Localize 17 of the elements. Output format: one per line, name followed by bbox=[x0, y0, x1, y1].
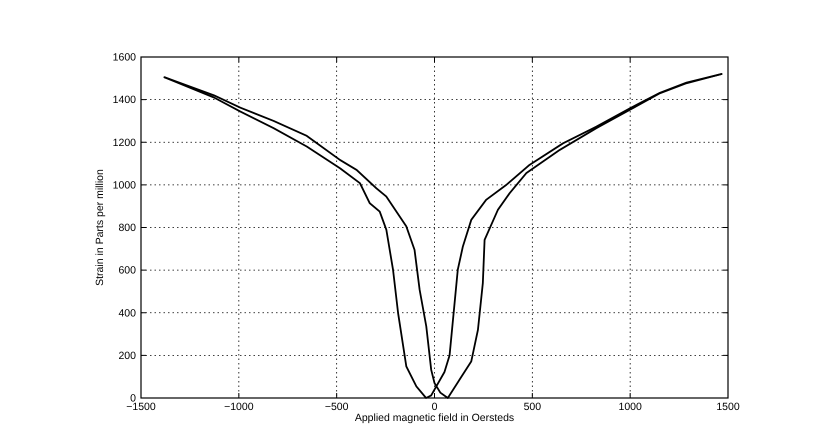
y-tick-label: 600 bbox=[118, 264, 136, 277]
y-tick-label: 800 bbox=[118, 222, 136, 234]
y-tick-label: 1200 bbox=[112, 136, 136, 149]
x-tick-label: −1000 bbox=[224, 401, 254, 413]
y-tick-label: 1400 bbox=[112, 94, 136, 106]
x-tick-label: 1500 bbox=[716, 401, 740, 413]
y-tick-label: 400 bbox=[118, 307, 136, 320]
x-tick-label: 0 bbox=[432, 401, 438, 413]
x-axis-title: Applied magnetic field in Oersteds bbox=[354, 412, 514, 424]
x-tick-label: −1500 bbox=[126, 401, 156, 413]
y-tick-label: 1600 bbox=[112, 52, 136, 64]
x-tick-label: 1000 bbox=[618, 401, 642, 413]
y-axis-title: Strain in Parts per million bbox=[94, 168, 106, 286]
y-tick-label: 200 bbox=[118, 350, 136, 362]
y-tick-label: 1000 bbox=[112, 179, 136, 192]
x-tick-label: −500 bbox=[324, 401, 349, 413]
x-tick-label: 500 bbox=[524, 401, 542, 413]
